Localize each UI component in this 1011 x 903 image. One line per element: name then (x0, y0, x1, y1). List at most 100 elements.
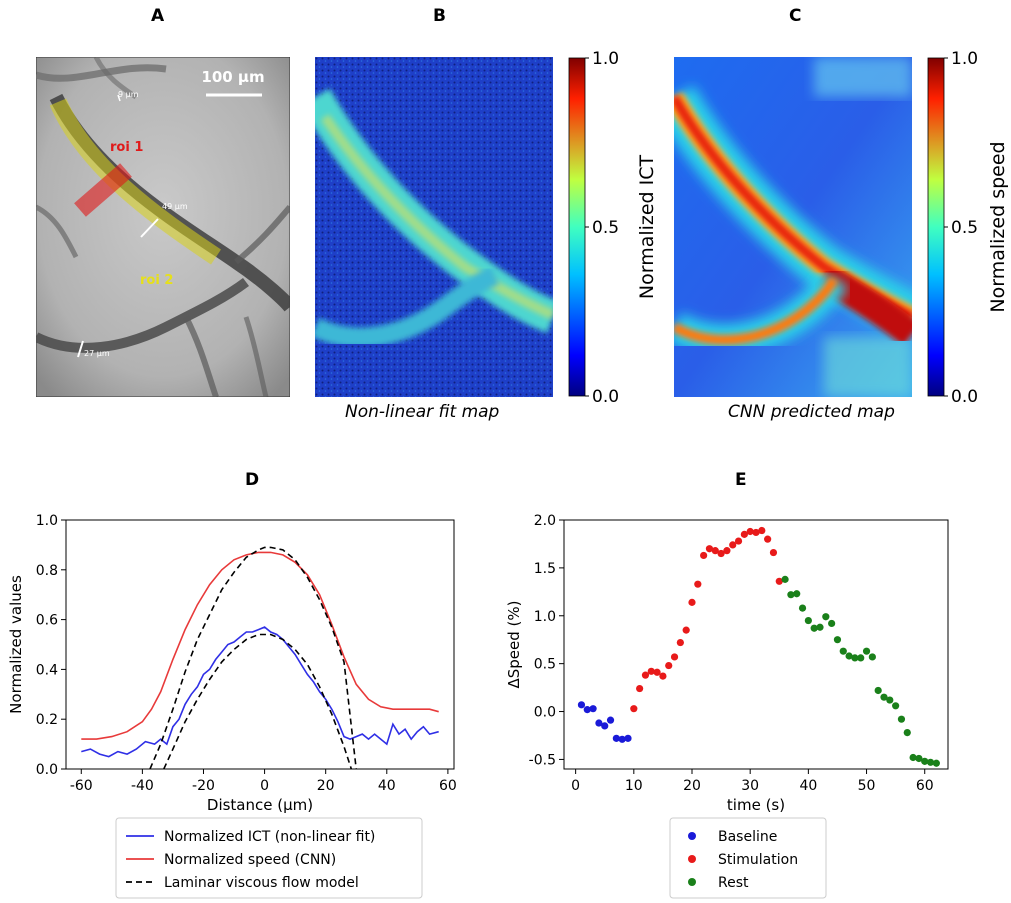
panel-letter-b: B (433, 6, 446, 26)
chart-e-point-stimulation (734, 537, 743, 545)
chart-e-point-stimulation (670, 653, 679, 661)
chart-e-x-axis-label: time (s) (727, 796, 785, 814)
chart-e-point-stimulation (647, 667, 655, 675)
chart-e-point-rest (787, 591, 795, 599)
ict-colorbar: 1.0 0.5 0.0 Normalized ICT (568, 50, 658, 405)
chart-d-y-tick-label: 0.0 (36, 762, 58, 778)
chart-e-point-rest (833, 636, 842, 644)
chart-e-point-stimulation (688, 598, 696, 606)
chart-e-point-rest (857, 654, 865, 662)
chart-e-point-rest (798, 604, 807, 612)
chart-e-point-baseline (589, 705, 597, 713)
chart-e-point-rest (839, 647, 847, 655)
speed-colorbar: 1.0 0.5 0.0 Normalized speed (927, 50, 1009, 405)
chart-d-x-tick-label: 40 (378, 778, 396, 794)
chart-e-point-stimulation (694, 580, 702, 588)
chart-d-legend (115, 817, 423, 899)
cnn-map-image (674, 57, 912, 397)
chart-e-y-tick-label: 1.5 (534, 561, 556, 577)
chart-d-x-tick-label: 60 (439, 778, 457, 794)
panel-c-caption: CNN predicted map (728, 402, 895, 422)
scale-bar-label: 100 µm (201, 68, 264, 86)
chart-e-point-stimulation (717, 549, 725, 558)
chart-d-x-axis-label: Distance (µm) (207, 796, 313, 814)
chart-e: 0 10 20 30 40 50 60 -0.5 0.0 0.5 1.0 1.5 2.0 time (s)… (505, 513, 949, 899)
chart-e-point-rest (892, 702, 900, 710)
ict-colorbar-label: Normalized ICT (636, 154, 658, 299)
chart-e-point-rest (810, 624, 818, 632)
chart-e-point-stimulation (758, 526, 766, 535)
chart-e-y-tick-label: 2.0 (534, 513, 556, 529)
chart-e-point-rest (822, 613, 830, 621)
chart-e-x-tick-label: 30 (741, 778, 759, 794)
chart-e-x-tick-label: 0 (571, 778, 580, 794)
chart-e-point-stimulation (746, 527, 754, 536)
chart-e-x-tick-label: 60 (916, 778, 934, 794)
chart-d-ict-line (81, 626, 439, 758)
chart-e-point-stimulation (676, 638, 684, 647)
ict-map-image (315, 57, 553, 397)
ict-colorbar-tick-mid: 0.5 (592, 218, 619, 238)
chart-d-legend-label: Normalized ICT (non-linear fit) (164, 829, 375, 845)
chart-e-point-baseline (583, 706, 591, 714)
chart-e-point-stimulation (641, 671, 650, 679)
chart-e-legend-label: Baseline (718, 829, 777, 845)
chart-e-point-stimulation (659, 672, 667, 680)
chart-d-x-tick-label: 20 (317, 778, 335, 794)
chart-d: -60 -40 -20 0 20 40 60 0.0 0.2 0.4 0.6 0.8 1.0 Distan… (7, 513, 457, 899)
chart-e-point-stimulation (775, 577, 783, 585)
chart-e-point-rest (781, 575, 789, 583)
chart-e-point-baseline (612, 734, 620, 742)
chart-e-point-baseline (601, 722, 609, 730)
chart-e-point-stimulation (682, 626, 690, 634)
chart-e-point-stimulation (700, 551, 708, 560)
chart-d-y-tick-label: 0.6 (36, 613, 58, 629)
chart-e-point-rest (816, 623, 824, 631)
chart-d-x-tick-label: -40 (131, 778, 154, 794)
chart-d-legend-label: Laminar viscous flow model (164, 875, 359, 891)
chart-e-point-rest (886, 696, 894, 704)
diameter-label-1: 9 µm (118, 90, 139, 99)
chart-e-point-stimulation (630, 705, 638, 713)
chart-e-point-rest (880, 693, 888, 701)
chart-e-x-tick-label: 10 (625, 778, 643, 794)
chart-e-point-rest (804, 616, 812, 625)
panel-b-caption: Non-linear fit map (345, 402, 500, 422)
chart-e-point-rest (921, 757, 929, 765)
chart-d-legend-label: Normalized speed (CNN) (164, 852, 336, 868)
roi2-label: roi 2 (140, 273, 173, 288)
speed-colorbar-tick-bottom: 0.0 (951, 387, 978, 405)
speed-colorbar-tick-top: 1.0 (951, 50, 978, 69)
chart-e-point-baseline (577, 701, 586, 709)
chart-e-point-rest (793, 590, 801, 598)
chart-e-legend-label: Stimulation (718, 852, 798, 868)
chart-e-point-stimulation (752, 528, 760, 537)
chart-d-plot-frame (65, 519, 455, 770)
chart-e-legend-swatch (688, 855, 696, 863)
roi1-band (74, 163, 132, 217)
chart-e-point-stimulation (711, 547, 719, 555)
chart-e-y-tick-label: 0.0 (534, 705, 556, 721)
speed-colorbar-label: Normalized speed (987, 141, 1009, 312)
chart-e-point-baseline (624, 734, 632, 742)
chart-e-point-rest (851, 654, 859, 662)
chart-e-y-tick-label: 1.0 (534, 609, 556, 625)
chart-e-point-stimulation (729, 541, 737, 549)
ict-colorbar-tick-bottom: 0.0 (592, 387, 619, 405)
chart-e-point-stimulation (636, 684, 644, 693)
chart-e-y-axis-label: ΔSpeed (%) (505, 600, 523, 688)
chart-e-point-rest (926, 758, 935, 766)
chart-d-x-tick-label: -20 (192, 778, 215, 794)
chart-e-point-rest (909, 753, 917, 762)
chart-e-point-rest (828, 619, 836, 628)
chart-e-point-stimulation (705, 545, 714, 553)
chart-e-point-stimulation (723, 547, 731, 555)
chart-d-model-line-speed (149, 546, 357, 769)
chart-e-point-stimulation (740, 530, 748, 538)
panel-letter-e: E (735, 470, 747, 490)
chart-e-point-rest (932, 759, 940, 767)
chart-e-legend (669, 817, 827, 899)
chart-e-point-rest (862, 647, 871, 655)
chart-e-x-tick-label: 20 (683, 778, 701, 794)
chart-e-point-rest (897, 715, 906, 723)
